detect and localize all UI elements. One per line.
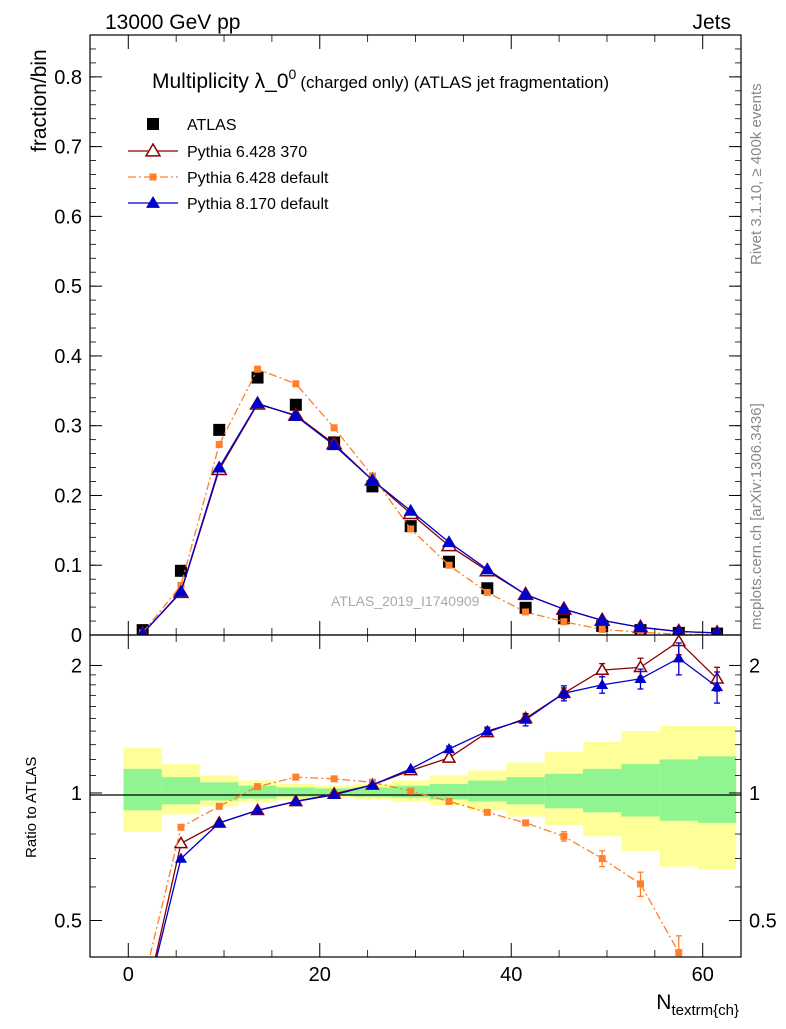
main-data-point xyxy=(292,380,299,387)
legend-marker-swatch xyxy=(146,144,160,156)
legend-marker-swatch xyxy=(147,118,159,130)
main-data-point xyxy=(251,396,265,408)
ratio-data-point xyxy=(137,1008,149,1018)
x-tick-label: 20 xyxy=(309,964,331,986)
main-ytick-label: 0.1 xyxy=(54,555,82,577)
main-data-point xyxy=(519,588,533,600)
legend-marker-swatch xyxy=(150,174,157,181)
ratio-data-point xyxy=(522,819,529,826)
ratio-data-point xyxy=(254,783,261,790)
ratio-band-inner xyxy=(200,782,238,800)
legend-entry: ATLAS xyxy=(147,117,237,134)
ratio-data-point xyxy=(292,774,299,781)
main-data-point xyxy=(213,424,225,436)
ratio-data-point xyxy=(331,775,338,782)
main-ytick-label: 0.7 xyxy=(54,137,82,159)
ratio-ytick-label-left: 2 xyxy=(71,655,82,677)
main-data-point xyxy=(557,602,571,614)
plot-title-superscript: 0 xyxy=(289,66,297,82)
ratio-band-inner xyxy=(430,784,468,800)
main-data-point xyxy=(560,618,567,625)
legend-label: Pythia 6.428 default xyxy=(187,170,329,187)
main-data-point xyxy=(407,525,414,532)
x-tick-label: 60 xyxy=(692,964,714,986)
legend: ATLAS Pythia 6.428 370 Pythia 6.428 defaul… xyxy=(128,117,329,213)
main-data-point xyxy=(599,626,606,633)
ratio-band-inner xyxy=(621,764,659,816)
ratio-data-point xyxy=(443,743,455,753)
ratio-ytick-label-right: 1 xyxy=(749,783,760,805)
main-data-point xyxy=(216,441,223,448)
ratio-ytick-label-right: 0.5 xyxy=(749,910,777,932)
main-data-point xyxy=(446,562,453,569)
x-axis-label-main: N xyxy=(656,991,671,1014)
main-data-point xyxy=(252,372,264,384)
main-ytick-label: 0.3 xyxy=(54,416,82,438)
ratio-ylabel: Ratio to ATLAS xyxy=(23,757,40,858)
main-data-point xyxy=(331,424,338,431)
rivet-version-label: Rivet 3.1.10, ≥ 400k events xyxy=(748,83,765,265)
legend-label: Pythia 6.428 370 xyxy=(187,144,307,161)
main-data-point xyxy=(254,366,261,373)
legend-entry: Pythia 6.428 default xyxy=(128,170,329,187)
analysis-watermark: ATLAS_2019_I1740909 xyxy=(331,593,480,609)
main-data-point xyxy=(484,589,491,596)
ratio-data-point xyxy=(137,1008,149,1018)
ratio-ytick-label-right: 2 xyxy=(749,655,760,677)
main-ytick-label: 0.6 xyxy=(54,206,82,228)
legend-marker-swatch xyxy=(146,196,160,208)
ratio-band-inner xyxy=(468,781,506,802)
legend-label: Pythia 8.170 default xyxy=(187,196,329,213)
ratio-data-point xyxy=(599,855,606,862)
mcplots-reference-label: mcplots.cern.ch [arXiv:1306.3436] xyxy=(748,403,765,630)
legend-entry: Pythia 8.170 default xyxy=(128,196,329,213)
ratio-band-inner xyxy=(698,756,736,822)
ratio-ytick-label-left: 1 xyxy=(71,783,82,805)
ratio-band-inner xyxy=(124,769,162,810)
ratio-band-inner xyxy=(506,777,544,804)
ratio-data-point xyxy=(634,673,646,683)
ratio-data-point xyxy=(560,833,567,840)
main-ytick-label: 0.4 xyxy=(54,346,82,368)
main-ytick-label: 0.8 xyxy=(54,67,82,89)
ratio-data-point xyxy=(637,880,644,887)
plot-title-tail: (charged only) (ATLAS jet fragmentation) xyxy=(300,73,609,92)
process-label: Jets xyxy=(692,11,731,34)
x-axis-label-sub: textrm{ch} xyxy=(671,1002,739,1019)
ratio-data-point xyxy=(407,788,414,795)
legend-label: ATLAS xyxy=(187,117,237,134)
main-ylabel: fraction/bin xyxy=(28,49,51,152)
ratio-data-point xyxy=(675,949,682,956)
ratio-data-point xyxy=(405,763,417,773)
main-ytick-label: 0.5 xyxy=(54,276,82,298)
plot-title-main: Multiplicity λ_0 xyxy=(152,70,289,93)
ratio-data-point xyxy=(177,824,184,831)
ratio-band-inner xyxy=(545,774,583,809)
ratio-uncertainty-bands xyxy=(124,726,737,870)
legend-entry: Pythia 6.428 370 xyxy=(128,144,307,161)
ratio-data-point xyxy=(139,983,146,990)
x-axis-label: Ntextrm{ch} xyxy=(656,991,739,1019)
ratio-band-inner xyxy=(583,769,621,812)
main-ytick-label: 0 xyxy=(71,625,82,647)
main-ytick-label: 0.2 xyxy=(54,485,82,507)
ratio-ytick-label-left: 0.5 xyxy=(54,910,82,932)
ratio-data-point xyxy=(673,652,685,662)
x-tick-label: 40 xyxy=(500,964,522,986)
ratio-band-inner xyxy=(660,759,698,820)
ratio-data-point xyxy=(216,803,223,810)
ratio-band-inner xyxy=(162,777,200,804)
ratio-data-point xyxy=(443,752,455,762)
main-data-point xyxy=(522,608,529,615)
plot-title: Multiplicity λ_00(charged only) (ATLAS j… xyxy=(152,66,609,93)
ratio-data-point xyxy=(484,809,491,816)
ratio-data-point xyxy=(446,798,453,805)
energy-label: 13000 GeV pp xyxy=(105,11,240,34)
x-tick-label: 0 xyxy=(123,964,134,986)
